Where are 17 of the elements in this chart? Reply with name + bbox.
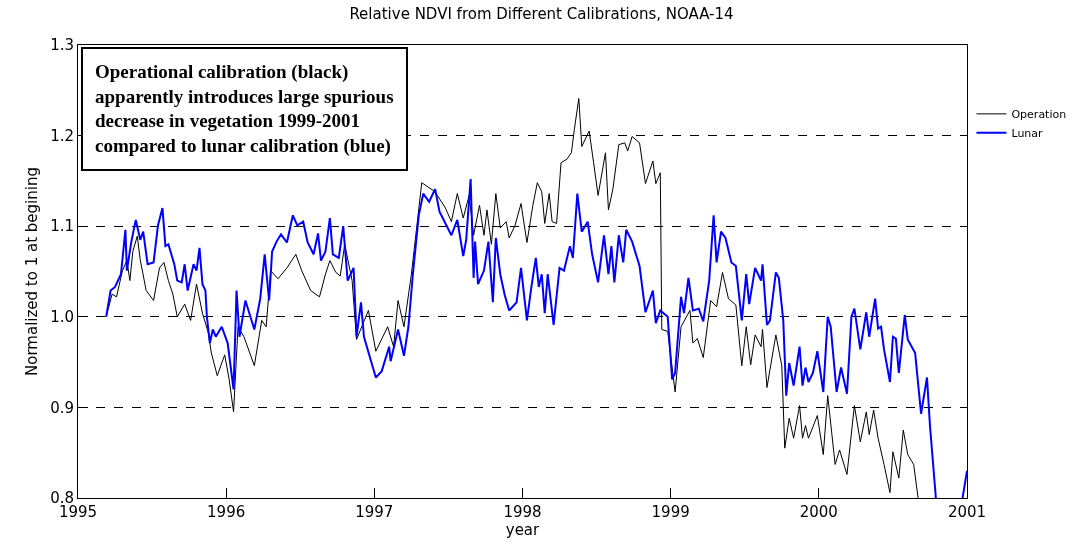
x-axis-title: year (505, 521, 541, 539)
y-tick-label: 1.1 (50, 217, 74, 236)
legend-label: Lunar (1011, 127, 1044, 141)
x-tick-label: 1999 (651, 503, 690, 521)
y-tick-label: 1.3 (50, 36, 74, 55)
x-tick-label: 2000 (799, 503, 838, 521)
x-tick-label: 1996 (207, 503, 246, 521)
legend-label: Operation (1011, 108, 1067, 122)
x-tick-label: 1998 (503, 503, 542, 521)
chart-title: Relative NDVI from Different Calibrations, NOAA-14 (349, 4, 734, 23)
x-tick-label: 1997 (355, 503, 394, 521)
y-tick-label: 0.9 (50, 398, 74, 417)
annotation: Operational calibration (black) apparently introduces large spurious decrease in vegetation 1999-2001 compared to lunar calibration (blue) (95, 61, 394, 158)
y-tick-label: 1.2 (50, 126, 74, 145)
y-tick-label: 1.0 (50, 308, 74, 327)
x-tick-label: 2001 (947, 503, 987, 521)
y-axis-title: Normalized to 1 at begining (23, 167, 42, 376)
